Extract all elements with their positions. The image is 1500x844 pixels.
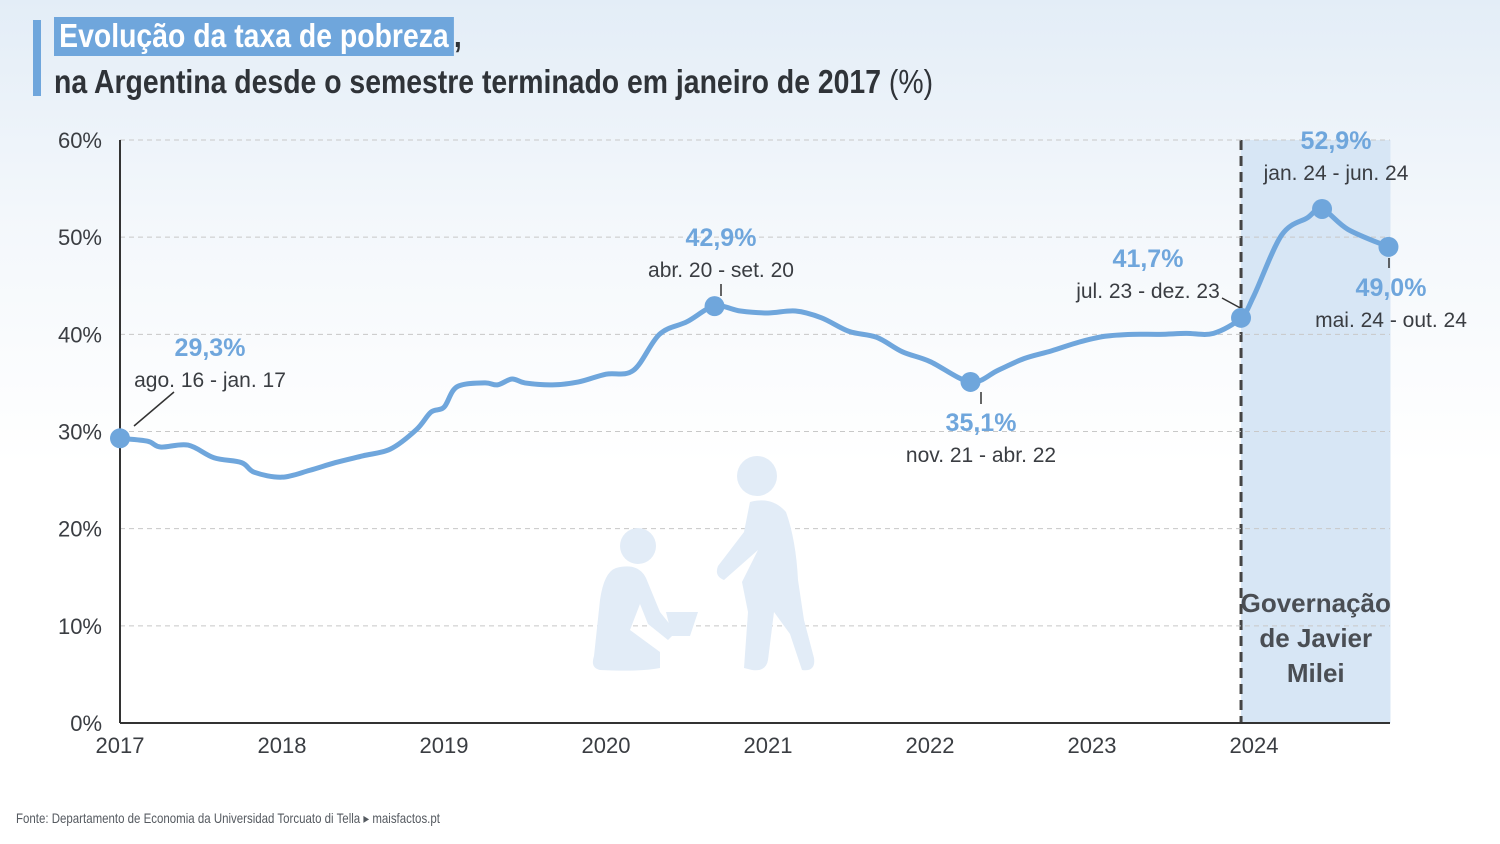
y-tick-label: 60% [58,128,102,153]
x-tick-label: 2020 [582,733,631,758]
milei-label-line: Governação [1241,588,1391,618]
highlight-point [960,371,981,392]
highlight-period-label: ago. 16 - jan. 17 [134,369,286,392]
highlight-point [704,296,725,317]
subtitle-text: na Argentina desde o semestre terminado … [54,63,881,100]
highlight-value-label: 35,1% [946,409,1017,437]
highlight-period-label: jan. 24 - jun. 24 [1263,162,1409,185]
highlight-value-label: 49,0% [1356,274,1427,302]
annotation-leader [133,391,175,427]
highlight-value-label: 41,7% [1113,245,1184,273]
y-tick-label: 0% [70,711,102,736]
x-tick-label: 2023 [1068,733,1117,758]
highlight-point [1231,307,1252,328]
x-tick-label: 2021 [744,733,793,758]
x-tick-label: 2017 [96,733,145,758]
milei-label-line: Milei [1287,658,1345,688]
highlight-period-label: nov. 21 - abr. 22 [906,444,1056,467]
highlight-point [1312,198,1333,219]
source-note: Fonte: Departamento de Economia da Unive… [16,810,440,826]
y-tick-label: 30% [58,420,102,445]
family-illustration [592,456,815,671]
x-tick-label: 2022 [906,733,955,758]
title-comma: , [453,17,462,54]
x-tick-label: 2018 [258,733,307,758]
title-highlight: Evolução da taxa de pobreza [54,17,454,56]
highlight-value-label: 42,9% [686,224,757,252]
x-tick-label: 2019 [420,733,469,758]
y-tick-label: 40% [58,322,102,347]
title-accent-bar [33,20,41,96]
milei-label-line: de Javier [1259,623,1372,653]
highlight-point [1378,236,1399,257]
highlight-value-label: 29,3% [175,334,246,362]
highlight-period-label: jul. 23 - dez. 23 [1075,280,1220,303]
y-tick-label: 50% [58,225,102,250]
poverty-rate-line [117,206,1391,480]
y-tick-label: 10% [58,614,102,639]
highlight-value-label: 52,9% [1301,127,1372,155]
highlight-point [110,428,130,449]
chart-title: Evolução da taxa de pobreza, [54,12,462,60]
y-tick-label: 20% [58,517,102,542]
highlight-period-label: mai. 24 - out. 24 [1315,309,1467,332]
x-tick-label: 2024 [1230,733,1279,758]
highlight-period-label: abr. 20 - set. 20 [648,259,794,282]
chart-subtitle: na Argentina desde o semestre terminado … [54,60,933,104]
subtitle-unit: (%) [888,63,934,100]
